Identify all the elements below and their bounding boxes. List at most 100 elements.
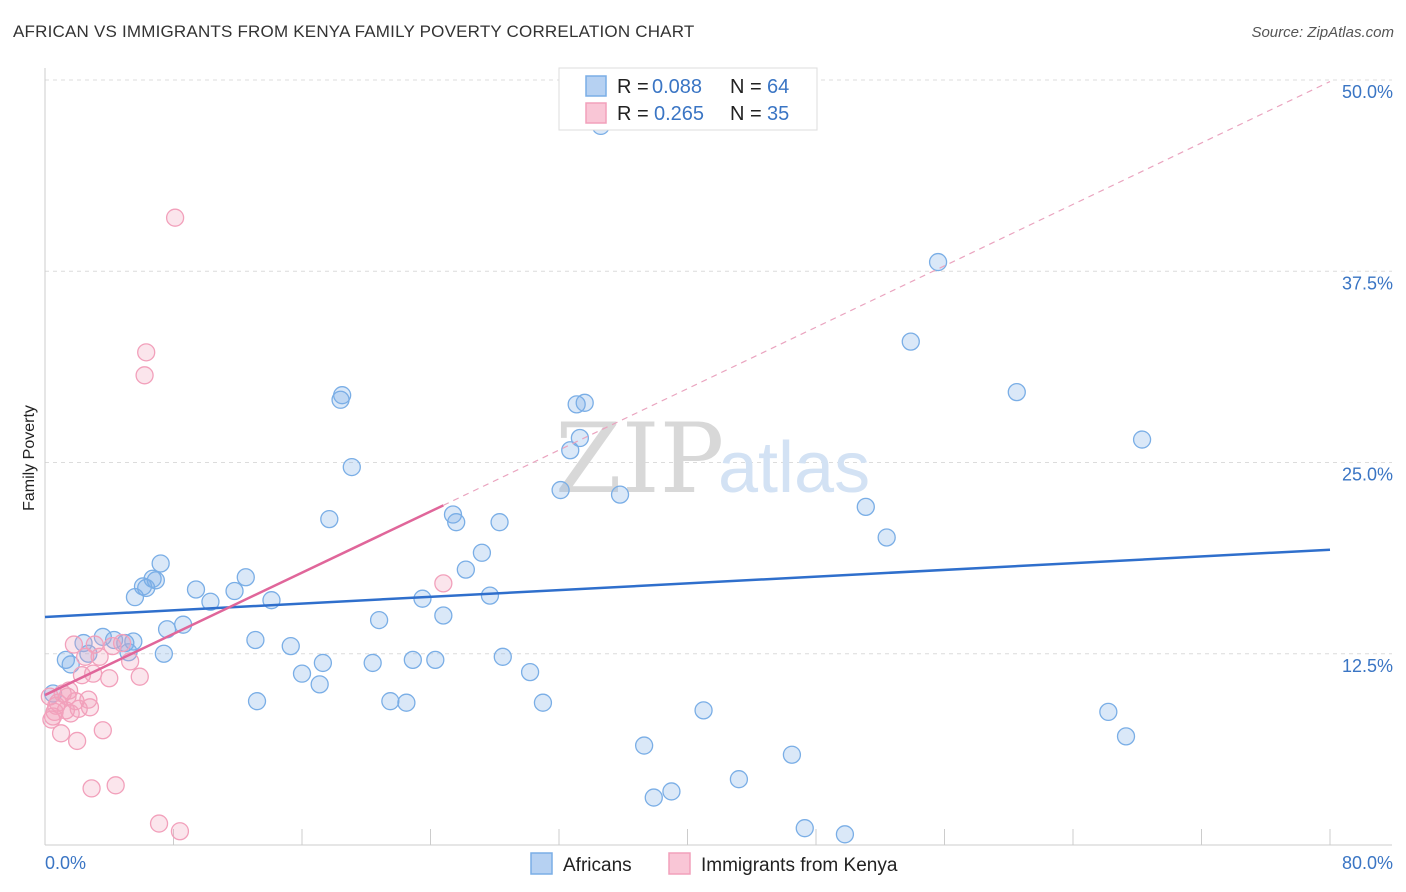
kenya-point	[79, 690, 98, 709]
kenya-trend-extension	[443, 80, 1331, 506]
y-tick-label: 50.0%	[1342, 82, 1393, 102]
watermark-atlas: atlas	[718, 428, 870, 508]
africans-point	[1116, 727, 1136, 746]
y-tick-label: 25.0%	[1342, 465, 1393, 485]
kenya-point	[112, 633, 132, 653]
y-tick-label: 12.5%	[1342, 656, 1393, 676]
legend-box: R = 0.088 N = 64 R = 0.265 N = 35	[558, 67, 818, 131]
africans-point	[490, 513, 509, 532]
kenya-point	[130, 667, 149, 686]
africans-point	[246, 630, 265, 650]
africans-trend-line	[44, 548, 1331, 619]
africans-point	[137, 578, 156, 598]
africans-point	[533, 693, 553, 712]
legend-r-value-1: 0.088	[652, 76, 702, 98]
legend-n-label-1: N =	[730, 76, 762, 98]
series-kenya-points	[40, 208, 453, 841]
tick-labels: 12.5% 25.0% 37.5% 50.0% 0.0% 80.0%	[45, 82, 1393, 873]
africans-point	[1132, 430, 1152, 449]
kenya-point	[93, 721, 112, 740]
africans-point	[342, 457, 361, 477]
x-tick-label-min: 0.0%	[45, 853, 86, 873]
africans-point	[397, 693, 416, 712]
bottom-legend: Africans Immigrants from Kenya	[530, 852, 898, 876]
africans-point	[363, 653, 382, 673]
source-label: Source: ZipAtlas.com	[1251, 24, 1394, 41]
africans-point	[520, 662, 540, 682]
africans-point	[493, 647, 512, 666]
africans-point	[426, 650, 445, 670]
chart-title: AFRICAN VS IMMIGRANTS FROM KENYA FAMILY …	[13, 22, 695, 41]
kenya-point	[100, 669, 119, 688]
africans-point	[570, 428, 590, 448]
africans-point	[1007, 382, 1026, 402]
bottom-legend-swatch-kenya	[668, 852, 691, 875]
africans-point	[694, 701, 713, 720]
legend-n-value-2: 35	[767, 103, 789, 125]
legend-n-label-2: N =	[730, 103, 762, 125]
kenya-point	[170, 822, 190, 841]
africans-point	[236, 568, 255, 587]
africans-point	[835, 825, 855, 844]
africans-point	[610, 485, 630, 504]
africans-point	[901, 332, 920, 351]
africans-point	[480, 586, 500, 605]
africans-point	[225, 581, 244, 601]
africans-point	[644, 788, 663, 807]
africans-point	[151, 554, 170, 573]
kenya-point	[76, 647, 95, 666]
x-tick-label-max: 80.0%	[1342, 853, 1393, 873]
series-africans-points	[43, 116, 1152, 844]
africans-point	[186, 580, 206, 599]
africans-point	[292, 664, 312, 683]
africans-point	[729, 770, 749, 789]
legend-swatch-kenya	[585, 102, 607, 124]
legend-r-label-2: R =	[617, 103, 649, 125]
africans-point	[333, 386, 352, 405]
africans-point	[201, 592, 220, 611]
africans-point	[447, 513, 466, 532]
africans-point	[634, 736, 654, 755]
africans-point	[472, 543, 492, 562]
y-tick-label: 37.5%	[1342, 273, 1393, 293]
africans-point	[561, 441, 580, 460]
africans-point	[1099, 702, 1118, 722]
africans-point	[281, 636, 300, 656]
africans-point	[662, 782, 681, 801]
africans-point	[551, 480, 570, 500]
watermark-zip: ZIP	[555, 403, 724, 515]
africans-point	[369, 610, 389, 630]
africans-point	[856, 497, 875, 517]
africans-point	[247, 692, 267, 711]
kenya-point	[64, 635, 84, 654]
africans-point	[456, 560, 475, 579]
kenya-point	[67, 731, 87, 751]
africans-point	[782, 745, 802, 764]
legend-r-value-2: 0.265	[654, 103, 704, 125]
africans-point	[61, 655, 80, 674]
africans-point	[79, 644, 98, 663]
africans-point	[320, 509, 339, 529]
bottom-legend-swatch-africans	[530, 852, 553, 875]
africans-point	[575, 393, 594, 412]
kenya-point	[135, 366, 154, 385]
africans-point	[928, 252, 948, 272]
legend-n-value-1: 64	[767, 76, 789, 98]
kenya-point	[149, 814, 169, 833]
kenya-point	[434, 574, 453, 593]
kenya-point	[137, 343, 156, 362]
kenya-point	[90, 647, 109, 666]
africans-point	[146, 571, 165, 590]
kenya-point	[82, 779, 101, 798]
africans-point	[310, 675, 329, 694]
legend-r-label-1: R =	[617, 76, 649, 98]
kenya-point	[106, 776, 125, 795]
africans-point	[154, 644, 174, 663]
kenya-trend-line	[44, 504, 444, 697]
grid-lines	[45, 79, 1392, 655]
y-axis-label: Family Poverty	[21, 405, 38, 511]
africans-point	[381, 692, 400, 711]
africans-point	[313, 653, 333, 673]
bottom-legend-kenya: Immigrants from Kenya	[701, 855, 898, 876]
